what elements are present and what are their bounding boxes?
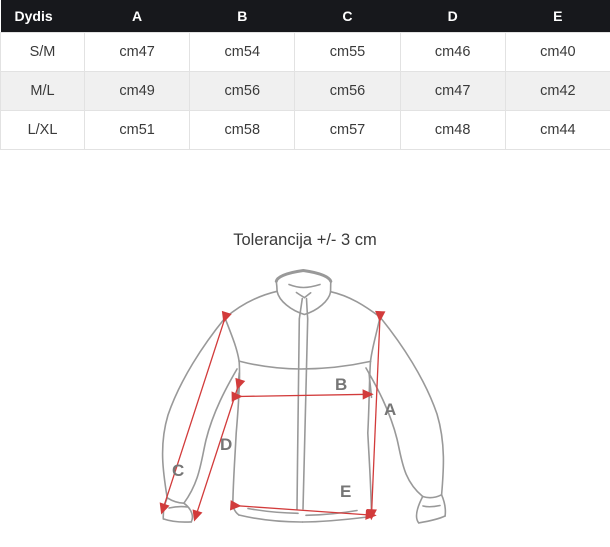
svg-text:D: D bbox=[220, 435, 232, 454]
svg-text:E: E bbox=[340, 482, 351, 501]
svg-text:C: C bbox=[172, 461, 184, 480]
svg-text:A: A bbox=[384, 400, 396, 419]
svg-text:B: B bbox=[335, 375, 347, 394]
